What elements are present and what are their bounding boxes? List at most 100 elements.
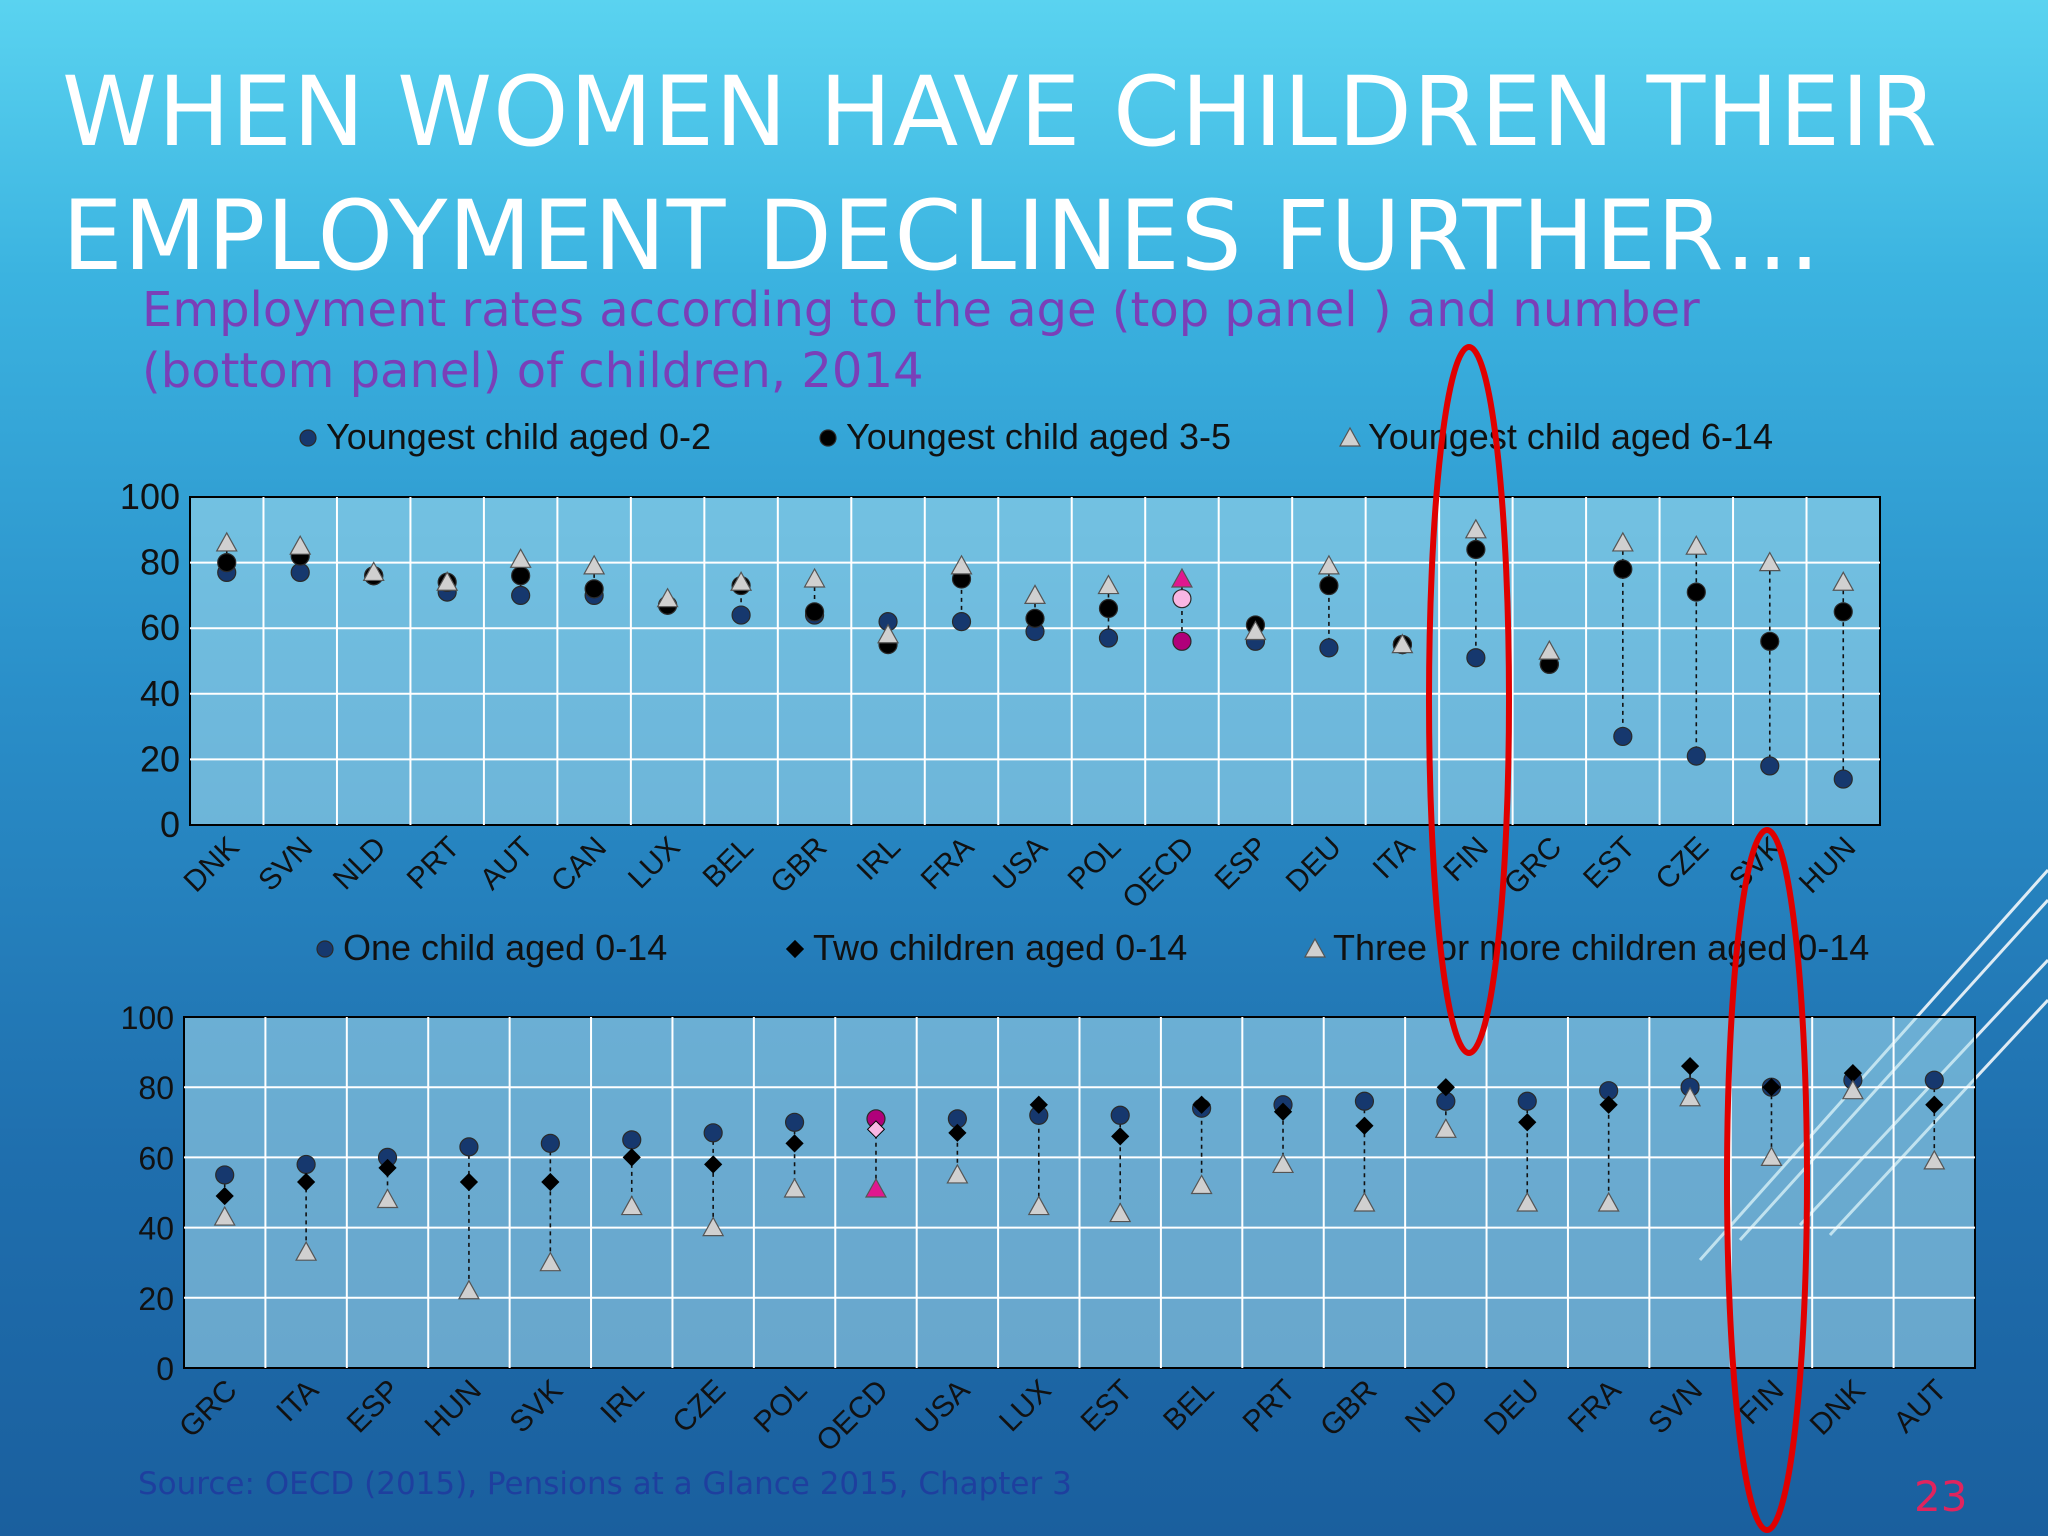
data-point-circle <box>1760 756 1780 776</box>
data-point-triangle <box>656 587 679 608</box>
data-point-diamond <box>1762 1078 1781 1097</box>
data-point-circle <box>1354 1091 1375 1111</box>
data-point-triangle <box>1841 1079 1864 1100</box>
y-tick-label: 40 <box>140 673 180 714</box>
y-tick-label: 20 <box>138 1281 174 1317</box>
x-tick-label: NLD <box>327 831 393 897</box>
x-tick-label: GBR <box>1314 1374 1383 1443</box>
data-point-diamond <box>541 1172 560 1192</box>
x-tick-label: POL <box>1062 831 1128 897</box>
data-point-circle <box>584 579 604 599</box>
data-point-triangle <box>1023 584 1047 605</box>
data-point-diamond <box>459 1172 479 1192</box>
data-point-circle <box>1319 638 1339 658</box>
y-tick-label: 20 <box>140 738 180 779</box>
data-point-triangle <box>1027 1195 1050 1216</box>
source-note: Source: OECD (2015), Pensions at a Glanc… <box>138 1466 1072 1502</box>
x-tick-label: CZE <box>1649 831 1715 897</box>
x-tick-label: LUX <box>993 1374 1058 1439</box>
data-point-diamond <box>866 1120 886 1139</box>
data-point-circle <box>731 605 751 625</box>
data-point-triangle <box>1244 620 1267 641</box>
top-panel: 0 20 40 60 80 100 DNK SVN NLD PRT AUT CAN LUX BEL GBR I… <box>120 416 1881 915</box>
data-point-triangle <box>702 1216 725 1237</box>
y-tick-label: 60 <box>138 1140 174 1176</box>
page-number: 23 <box>1914 1472 1968 1521</box>
data-point-triangle <box>1538 639 1561 660</box>
legend-marker-circle <box>819 429 837 447</box>
data-point-diamond <box>785 1134 804 1153</box>
data-point-circle <box>1613 559 1633 579</box>
data-point-triangle <box>1685 534 1708 555</box>
data-point-circle <box>1833 769 1853 789</box>
data-point-triangle <box>1597 1191 1620 1212</box>
x-tick-label: NLD <box>1399 1374 1465 1440</box>
x-tick-label: FIN <box>1733 1374 1791 1432</box>
data-point-circle <box>1760 631 1780 651</box>
legend-marker-triangle <box>1303 937 1327 958</box>
data-point-circle <box>804 602 825 622</box>
data-point-triangle <box>215 531 238 552</box>
data-point-triangle <box>457 1279 480 1300</box>
y-tick-label: 0 <box>160 804 180 845</box>
data-point-circle <box>511 566 531 586</box>
data-point-triangle <box>289 534 312 555</box>
data-point-circle <box>951 612 972 632</box>
data-point-circle <box>784 1112 805 1132</box>
data-point-diamond <box>622 1148 641 1167</box>
data-point-triangle <box>1923 1149 1946 1170</box>
legend-marker-circle <box>316 940 334 958</box>
y-tick-label: 100 <box>120 476 180 517</box>
y-tick-label: 80 <box>140 542 180 583</box>
data-point-circle <box>296 1154 316 1175</box>
data-point-diamond <box>378 1158 397 1178</box>
data-point-triangle <box>1516 1191 1539 1212</box>
x-tick-label: HUN <box>419 1374 488 1443</box>
data-point-circle <box>1098 598 1119 619</box>
data-point-triangle <box>1353 1191 1376 1212</box>
data-point-circle <box>1466 648 1486 668</box>
data-point-triangle <box>509 548 532 568</box>
data-point-triangle <box>376 1188 399 1209</box>
data-point-circle <box>1517 1091 1537 1111</box>
x-tick-label: POL <box>748 1374 814 1440</box>
x-tick-label: FIN <box>1437 831 1495 889</box>
legend-marker-triangle <box>1338 426 1362 447</box>
y-tick-label: 80 <box>138 1070 174 1106</box>
legend-marker-diamond <box>785 939 805 959</box>
x-tick-label: EST <box>1577 831 1642 896</box>
data-point-triangle <box>1170 567 1193 588</box>
data-point-triangle <box>1109 1202 1132 1223</box>
bottom-panel: 0 20 40 60 80 100 GRC ITA ESP HUN SVK IRL CZE POLOECD… <box>121 927 1976 1459</box>
x-tick-label: LUX <box>622 831 687 896</box>
data-point-diamond <box>1518 1113 1537 1132</box>
x-tick-label: SVN <box>252 831 319 898</box>
data-point-triangle <box>1190 1174 1213 1195</box>
data-point-circle <box>1466 539 1486 560</box>
x-tick-label: IRL <box>594 1374 650 1430</box>
data-point-diamond <box>1029 1095 1048 1114</box>
highlight-ellipse-fin-top <box>1426 344 1512 1056</box>
x-tick-label: DNK <box>1804 1374 1872 1442</box>
chart-subtitle-line1: Employment rates according to the age (t… <box>142 282 1700 338</box>
legend-label: Two children aged 0-14 <box>813 927 1187 968</box>
x-tick-label: OECD <box>810 1374 895 1459</box>
data-point-circle <box>622 1130 642 1150</box>
data-point-triangle <box>946 1163 969 1184</box>
data-point-diamond <box>1599 1095 1618 1114</box>
highlight-ellipses <box>1426 344 1810 1533</box>
data-point-circle <box>1613 726 1633 747</box>
data-point-circle <box>215 1165 235 1185</box>
data-point-triangle <box>1760 1146 1783 1167</box>
data-point-circle <box>217 552 237 573</box>
data-point-triangle <box>1434 1118 1457 1138</box>
legend-marker-circle <box>299 429 317 447</box>
x-tick-label: CAN <box>545 831 613 899</box>
data-point-circle <box>1833 602 1853 622</box>
x-tick-label: DEU <box>1280 831 1348 899</box>
x-tick-label: EST <box>1075 1374 1140 1439</box>
data-point-circle <box>1172 631 1192 651</box>
data-point-triangle <box>783 1177 806 1198</box>
data-point-diamond <box>704 1155 723 1174</box>
x-tick-label: PRT <box>1237 1374 1302 1439</box>
